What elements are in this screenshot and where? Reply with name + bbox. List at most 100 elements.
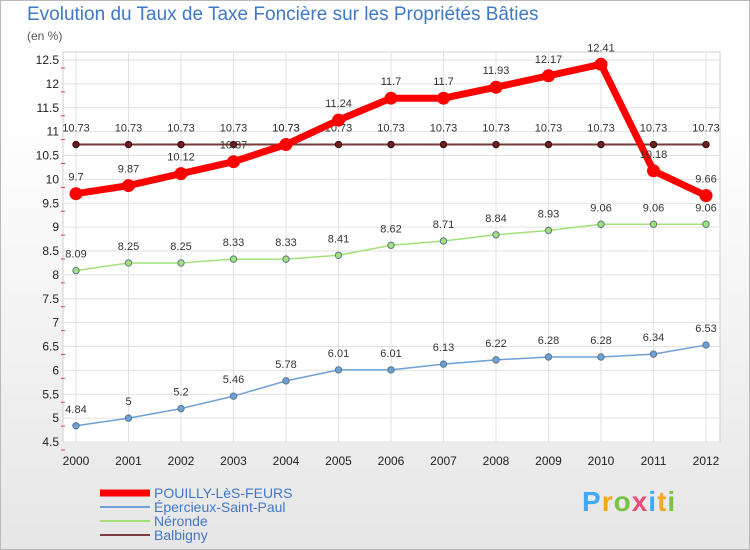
data-label: 8.41 [328,233,349,245]
data-label: 9.7 [68,172,83,184]
data-point [439,237,448,245]
data-label: 5.78 [275,359,296,371]
data-label: 8.71 [433,219,454,231]
data-label: 10.12 [167,152,195,164]
data-label: 6.22 [485,338,506,350]
chart-title: Evolution du Taux de Taxe Foncière sur l… [27,4,539,25]
logo-letter: o [613,486,632,517]
legend-label: Néronde [154,513,208,529]
x-tick-label: 2010 [588,454,615,468]
data-label: 11.7 [381,76,402,88]
data-label: 10.37 [220,140,248,152]
data-point [544,140,553,149]
data-label: 10.73 [167,123,195,135]
data-point [72,266,80,275]
data-point [597,353,605,361]
logo-letter: t [657,486,668,517]
data-label: 11.7 [433,76,454,88]
data-label: 6.13 [433,342,454,354]
legend-label: Épercieux-Saint-Paul [154,499,286,515]
x-tick-label: 2011 [641,454,667,468]
logo-letter: i [648,486,658,517]
data-point [597,140,605,149]
data-label: 5.46 [223,374,244,386]
data-label: 10.73 [535,123,563,135]
data-label: 5.2 [173,387,188,399]
data-label: 9.06 [590,202,611,214]
data-label: 10.73 [220,123,248,135]
data-label: 10.73 [692,123,720,135]
data-point [282,255,290,263]
data-label: 6.34 [643,332,664,344]
data-point [177,259,185,267]
data-point [229,255,238,263]
data-point [647,164,660,178]
y-tick-label: 4.5 [42,435,59,449]
data-label: 10.73 [430,123,458,135]
data-label: 12.41 [587,42,615,54]
data-point [702,341,710,349]
data-label: 8.33 [223,237,244,249]
x-tick-label: 2008 [483,454,510,468]
data-label: 6.01 [380,348,401,360]
x-tick-label: 2004 [273,454,300,468]
data-label: 10.73 [640,123,668,135]
data-label: 4.84 [65,404,86,416]
data-point [334,251,343,259]
data-point [492,356,500,364]
data-label: 8.33 [275,237,296,249]
data-label: 10.73 [587,123,615,135]
y-tick-label: 9 [52,220,59,234]
x-tick-label: 2006 [378,454,405,468]
data-point [439,360,448,368]
y-tick-label: 7 [52,316,59,330]
x-tick-label: 2001 [115,454,142,468]
y-tick-label: 12 [46,77,60,91]
data-label: 8.62 [380,223,401,235]
data-point [72,422,80,430]
data-point [387,241,395,249]
data-label: 10.73 [272,123,300,135]
data-point [177,404,185,413]
data-label: 9.66 [695,174,716,186]
data-point [174,167,188,181]
data-point [124,259,133,267]
y-tick-label: 10 [46,172,60,186]
data-label: 10.73 [62,123,90,135]
data-point [649,220,658,228]
data-point [544,226,553,235]
data-point [387,366,395,374]
data-point [489,80,503,94]
x-tick-label: 2000 [63,454,90,468]
data-label: 6.28 [590,335,611,347]
data-label: 8.09 [65,249,86,261]
logo-letter: i [667,486,677,517]
data-point [229,392,238,400]
y-tick-label: 11.5 [37,101,60,115]
data-label: 9.87 [118,164,139,176]
y-tick-label: 5 [52,411,59,425]
data-point [72,140,80,149]
data-point [124,140,133,149]
data-point [492,140,500,149]
data-label: 11.93 [483,65,510,77]
data-point [69,187,83,201]
data-point [597,220,605,228]
y-tick-label: 5.5 [42,387,59,401]
data-label: 10.73 [377,123,405,135]
y-tick-label: 12.5 [36,53,60,67]
data-label: 12.17 [535,54,563,66]
data-label: 9.06 [695,202,716,214]
data-point [334,366,343,374]
data-label: 10.73 [115,123,143,135]
data-label: 10.73 [272,123,300,135]
data-label: 6.01 [328,348,349,360]
y-tick-label: 11 [47,125,60,139]
x-tick-label: 2002 [168,454,195,468]
data-point [437,91,450,105]
data-label: 5 [125,396,131,408]
data-point [649,140,658,149]
y-tick-label: 9.5 [42,196,59,210]
y-tick-label: 10.5 [36,149,60,163]
